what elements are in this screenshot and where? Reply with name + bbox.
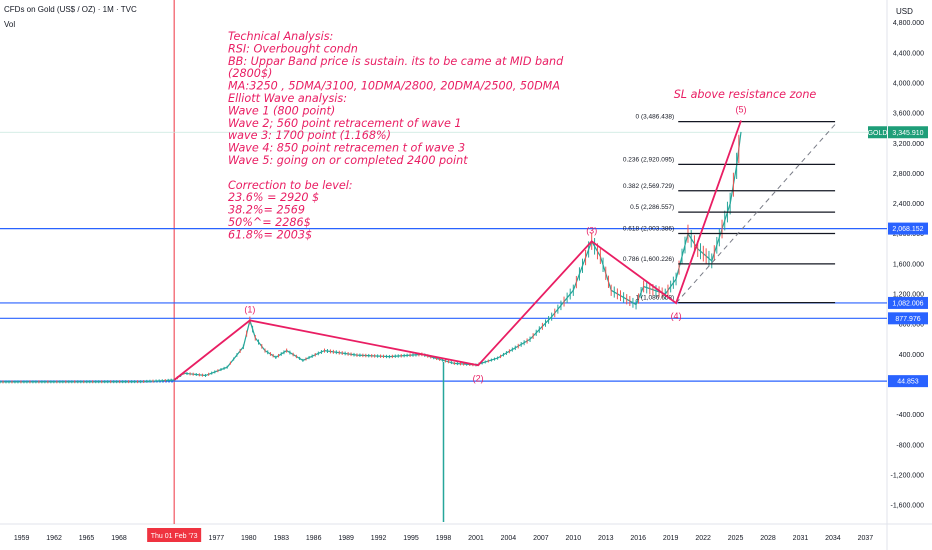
key-level-label: 877.976 xyxy=(895,316,920,323)
x-tick-label: 1965 xyxy=(79,535,95,542)
x-tick-label: 2034 xyxy=(825,535,841,542)
x-tick-label: 2010 xyxy=(566,535,582,542)
crosshair-time-tag xyxy=(147,528,202,542)
symbol-title: CFDs on Gold (US$ / OZ) · 1M · TVC xyxy=(4,5,137,14)
x-tick-label: 2016 xyxy=(630,535,646,542)
key-level-tag xyxy=(888,375,928,388)
analysis-text-line: 50%^= 2286$ xyxy=(228,216,311,229)
elliott-wave-path xyxy=(173,120,742,381)
x-tick-label: 2037 xyxy=(858,535,874,542)
volume-label: Vol xyxy=(4,20,16,29)
x-tick-label: 1959 xyxy=(14,535,30,542)
x-tick-label: 1980 xyxy=(241,535,257,542)
fib-level-label: 0.236 (2,920.095) xyxy=(623,156,674,163)
x-tick-label: 2028 xyxy=(760,535,776,542)
x-tick-label: 2001 xyxy=(468,535,484,542)
analysis-text-line: MA:3250 , 5DMA/3100, 10DMA/2800, 20DMA/2… xyxy=(228,80,560,93)
analysis-text-line: 61.8%= 2003$ xyxy=(228,228,312,241)
x-tick-label: 2007 xyxy=(533,535,549,542)
y-tick-label: 4,400.000 xyxy=(893,50,924,57)
current-price-tag xyxy=(888,126,928,139)
y-tick-label: -800.000 xyxy=(896,442,924,449)
analysis-text-line: (2800$) xyxy=(228,67,272,80)
x-tick-label: 1977 xyxy=(209,535,225,542)
price-series-line xyxy=(0,131,742,383)
x-tick-label: 1968 xyxy=(111,535,127,542)
symbol-tag-label: GOLD xyxy=(868,130,888,137)
x-tick-label: 2004 xyxy=(501,535,517,542)
x-tick-label: 1983 xyxy=(273,535,289,542)
x-tick-label: 1986 xyxy=(306,535,322,542)
current-price-label: 3,345.910 xyxy=(892,130,923,137)
y-tick-label: 2,800.000 xyxy=(893,171,924,178)
wave-label: (4) xyxy=(671,311,682,321)
key-level-tag xyxy=(888,312,928,325)
y-tick-label: -1,200.000 xyxy=(891,472,925,479)
y-tick-label: 400.000 xyxy=(899,352,924,359)
x-tick-label: 1995 xyxy=(403,535,419,542)
key-level-label: 44.853 xyxy=(897,379,919,386)
x-tick-label: 1992 xyxy=(371,535,387,542)
y-tick-label: 3,600.000 xyxy=(893,111,924,118)
x-tick-label: 2022 xyxy=(695,535,711,542)
x-tick-label: 2019 xyxy=(663,535,679,542)
fib-level-label: 0.382 (2,569.729) xyxy=(623,183,674,190)
y-tick-label: 2,400.000 xyxy=(893,201,924,208)
key-level-tag xyxy=(888,296,928,309)
analysis-text-line: Wave 4: 850 point retracemen t of wave 3 xyxy=(228,142,465,155)
fib-level-label: 0.618 (2,003.386) xyxy=(623,225,674,232)
y-tick-label: 1,200.000 xyxy=(893,292,924,299)
analysis-text-line: Elliott Wave analysis: xyxy=(228,92,347,105)
analysis-text-line: wave 3: 1700 point (1.168%) xyxy=(228,129,391,142)
x-tick-label: 1998 xyxy=(436,535,452,542)
y-tick-label: 800.000 xyxy=(899,322,924,329)
analysis-text-line: RSI: Overbought condn xyxy=(228,42,358,55)
y-tick-label: -1,600.000 xyxy=(891,503,925,510)
y-tick-label: 1,600.000 xyxy=(893,261,924,268)
stop-loss-note: SL above resistance zone xyxy=(674,88,817,101)
analysis-text-line: Wave 2; 560 point retracement of wave 1 xyxy=(228,117,462,130)
fib-level-label: 0.786 (1,600.226) xyxy=(623,256,674,263)
wave-label: (2) xyxy=(473,373,484,383)
analysis-text-line: Wave 1 (800 point) xyxy=(228,104,335,117)
analysis-text-line: BB: Uppar Band price is sustain. its to … xyxy=(228,55,564,68)
symbol-tag xyxy=(868,126,887,139)
wave-label: (1) xyxy=(244,304,255,314)
fib-level-label: 1 (1,086.658) xyxy=(636,295,675,302)
analysis-text-line: Correction to be level: xyxy=(228,179,353,192)
y-tick-label: 4,800.000 xyxy=(893,20,924,27)
y-tick-label: 3,200.000 xyxy=(893,141,924,148)
y-tick-label: 4,000.000 xyxy=(893,80,924,87)
fib-level-label: 0 (3,486.438) xyxy=(636,114,675,121)
trend-line xyxy=(675,124,836,304)
analysis-text-line: Wave 5: going on or completed 2400 point xyxy=(228,154,468,167)
x-tick-label: 2031 xyxy=(793,535,809,542)
y-tick-label: -400.000 xyxy=(896,412,924,419)
y-tick-label: 2,000.000 xyxy=(893,231,924,238)
fib-level-label: 0.5 (2,286.557) xyxy=(630,204,674,211)
x-tick-label: 2013 xyxy=(598,535,614,542)
key-level-label: 2,068.152 xyxy=(892,226,923,233)
crosshair-time-label: Thu 01 Feb '73 xyxy=(151,533,198,540)
key-level-label: 1,082.006 xyxy=(892,300,923,307)
x-tick-label: 1989 xyxy=(338,535,354,542)
key-level-tag xyxy=(888,222,928,235)
analysis-text-line: 38.2%= 2569 xyxy=(228,204,305,217)
analysis-text-line: Technical Analysis: xyxy=(228,30,333,43)
wave-label: (5) xyxy=(735,105,746,115)
x-tick-label: 1962 xyxy=(46,535,62,542)
analysis-text-line: 23.6% = 2920 $ xyxy=(228,191,319,204)
currency-label: USD xyxy=(896,7,913,16)
wave-label: (3) xyxy=(586,225,597,235)
x-tick-label: 2025 xyxy=(728,535,744,542)
